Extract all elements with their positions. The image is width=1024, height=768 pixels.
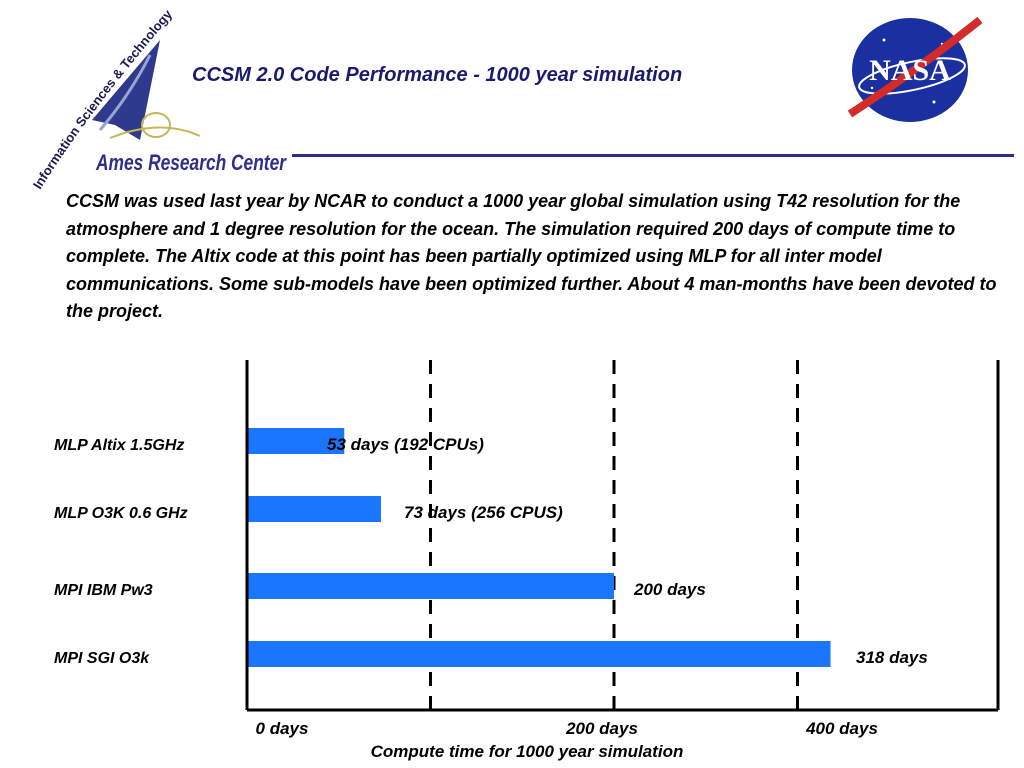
ames-chevron-shape [92, 40, 160, 140]
x-tick-label-0: 0 days [256, 719, 309, 738]
x-axis-label: Compute time for 1000 year simulation [371, 742, 684, 761]
bar-2 [247, 496, 381, 522]
data-label-1: 53 days (192 CPUs) [327, 435, 484, 454]
bar-3 [247, 573, 614, 599]
axes: 0 days 200 days 400 days [245, 360, 1000, 738]
category-label-2: MLP O3K 0.6 GHz [54, 505, 188, 522]
bars [247, 428, 831, 667]
bar-4 [247, 641, 831, 667]
data-label-2: 73 days (256 CPUS) [404, 503, 563, 522]
data-labels: 53 days (192 CPUs) 73 days (256 CPUS) 200 … [327, 435, 928, 667]
ames-research-center-logo: Information Sciences & Technology Ames R… [30, 6, 287, 192]
category-labels: MLP Altix 1.5GHz MLP O3K 0.6 GHz MPI IBM P… [54, 437, 188, 667]
category-label-1: MLP Altix 1.5GHz [54, 437, 184, 454]
category-label-4: MPI SGI O3k [54, 650, 150, 667]
nasa-logo: NASA [847, 16, 982, 122]
ames-logo-text: Ames Research Center [95, 150, 287, 175]
nasa-logo-text: NASA [869, 54, 951, 87]
data-label-4: 318 days [856, 648, 928, 667]
category-label-3: MPI IBM Pw3 [54, 582, 153, 599]
description-text: CCSM was used last year by NCAR to condu… [66, 191, 997, 321]
bar-1 [247, 428, 345, 454]
header-divider [292, 154, 1014, 157]
data-label-3: 200 days [633, 580, 706, 599]
x-tick-label-400: 400 days [805, 719, 878, 738]
x-tick-label-200: 200 days [565, 719, 638, 738]
page-title: CCSM 2.0 Code Performance - 1000 year si… [192, 64, 683, 86]
